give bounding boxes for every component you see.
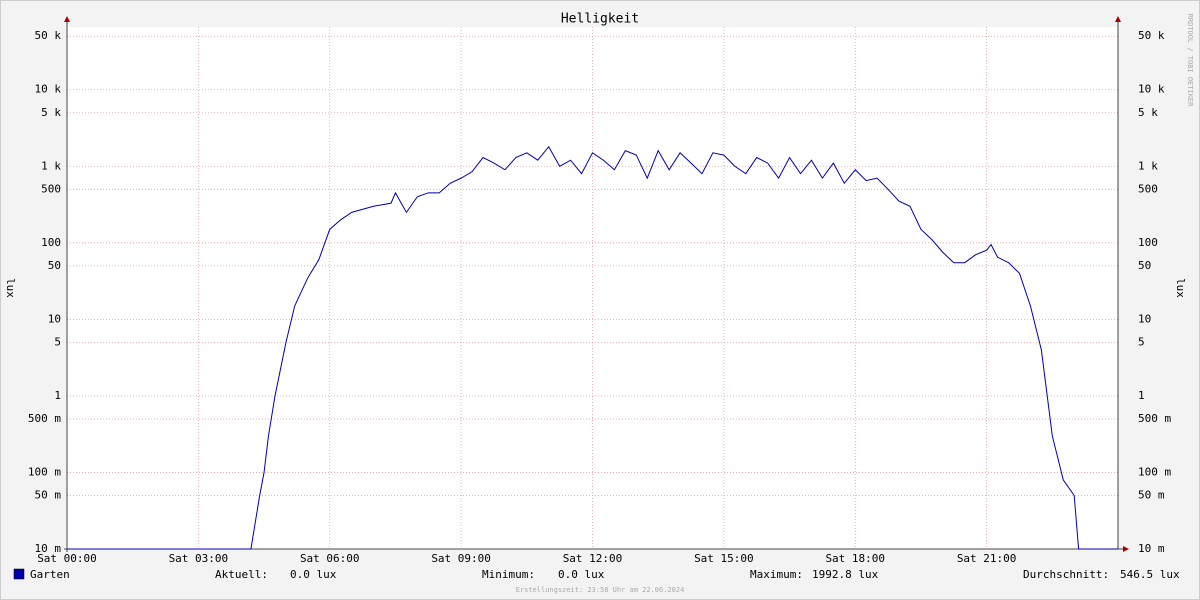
y-tick-label: 50 k — [35, 29, 62, 42]
stat-value: 546.5 lux — [1120, 568, 1180, 581]
y2-tick-label: 1 k — [1138, 159, 1158, 172]
y-tick-label: 10 k — [35, 83, 62, 96]
y-tick-label: 50 — [48, 259, 61, 272]
y2-tick-label: 5 — [1138, 335, 1145, 348]
y2-tick-label: 10 k — [1138, 83, 1165, 96]
x-tick-label: Sat 09:00 — [431, 552, 491, 565]
y-tick-label: 10 m — [35, 542, 62, 555]
x-tick-label: Sat 21:00 — [957, 552, 1017, 565]
y-tick-label: 50 m — [35, 488, 62, 501]
y-tick-label: 100 — [41, 236, 61, 249]
y-tick-label: 1 k — [41, 159, 61, 172]
y2-tick-label: 50 m — [1138, 488, 1165, 501]
x-tick-label: Sat 15:00 — [694, 552, 754, 565]
x-tick-label: Sat 00:00 — [37, 552, 97, 565]
y2-tick-label: 500 — [1138, 182, 1158, 195]
arrow — [1123, 546, 1129, 552]
y2-tick-label: 100 m — [1138, 465, 1171, 478]
stat-value: 0.0 lux — [290, 568, 337, 581]
footer: Erstellungszeit: 23:58 Uhr am 22.06.2024 — [516, 586, 685, 594]
y-tick-label: 5 k — [41, 106, 61, 119]
y-tick-label: 100 m — [28, 465, 61, 478]
stat-label: Minimum: — [482, 568, 535, 581]
stat-label: Aktuell: — [215, 568, 268, 581]
y2-tick-label: 50 k — [1138, 29, 1165, 42]
stat-label: Maximum: — [750, 568, 803, 581]
x-tick-label: Sat 12:00 — [563, 552, 623, 565]
y-tick-label: 10 — [48, 312, 61, 325]
y-tick-label: 1 — [54, 389, 61, 402]
y-tick-label: 500 m — [28, 412, 61, 425]
y-tick-label: 5 — [54, 335, 61, 348]
x-tick-label: Sat 18:00 — [825, 552, 885, 565]
stat-label: Durchschnitt: — [1023, 568, 1109, 581]
y-tick-label: 500 — [41, 182, 61, 195]
y2-tick-label: 50 — [1138, 259, 1151, 272]
y2-tick-label: 100 — [1138, 236, 1158, 249]
data-line — [67, 145, 1118, 550]
stat-value: 1992.8 lux — [812, 568, 879, 581]
y2-tick-label: 5 k — [1138, 106, 1158, 119]
arrow — [1115, 16, 1121, 22]
legend-label: Garten — [30, 568, 70, 581]
y2-tick-label: 10 — [1138, 312, 1151, 325]
y2-tick-label: 500 m — [1138, 412, 1171, 425]
arrow — [64, 16, 70, 22]
x-tick-label: Sat 06:00 — [300, 552, 360, 565]
x-tick-label: Sat 03:00 — [169, 552, 229, 565]
y-axis-label: lux — [4, 278, 17, 298]
watermark: RRDTOOL / TOBI OETIKER — [1186, 14, 1194, 108]
y2-tick-label: 10 m — [1138, 542, 1165, 555]
chart-title: Helligkeit — [561, 12, 639, 27]
stat-value: 0.0 lux — [558, 568, 605, 581]
y2-axis-label: lux — [1174, 278, 1187, 298]
legend-swatch — [13, 568, 25, 580]
y2-tick-label: 1 — [1138, 389, 1145, 402]
